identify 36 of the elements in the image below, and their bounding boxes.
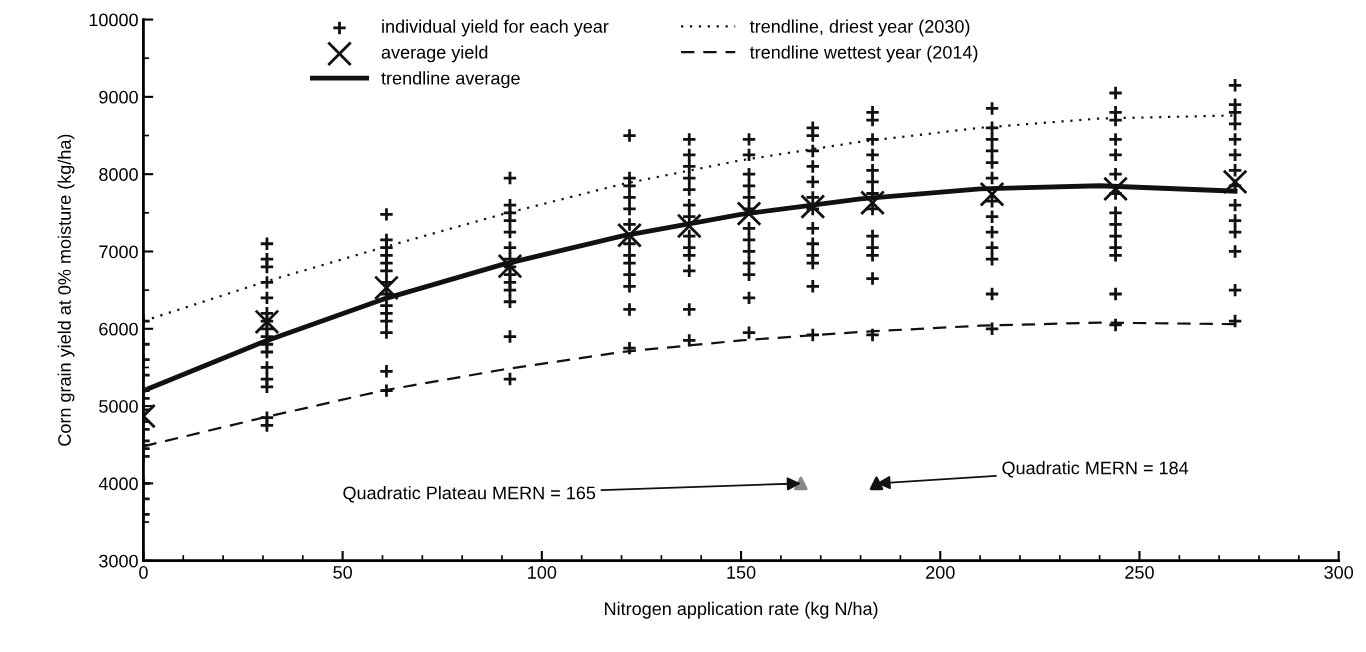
annotation: Quadratic MERN = 184 <box>1002 461 1189 478</box>
y-tick-label: 9000 <box>99 90 138 104</box>
y-tick-label: 3000 <box>99 554 138 568</box>
y-tick-label: 7000 <box>99 245 138 259</box>
legend-label: trendline wettest year (2014) <box>749 45 978 63</box>
y-tick-label: 4000 <box>98 477 138 491</box>
point <box>800 194 826 220</box>
legend-label: trendline, driest year (2030) <box>749 19 970 37</box>
x-axis-title: Nitrogen application rate (kg N/ha) <box>605 601 878 619</box>
x-tick-label: 50 <box>333 566 352 579</box>
point <box>616 222 643 248</box>
y-axis-title: Corn grain yield at 0% moisture (kg/ha) <box>57 134 75 446</box>
y-tick-label: 10000 <box>89 13 138 27</box>
point <box>859 190 886 216</box>
legend-label: average yield <box>381 45 488 63</box>
legend-label: individual yield for each year <box>382 19 609 37</box>
point <box>794 476 808 491</box>
point <box>497 253 523 279</box>
point <box>676 213 702 239</box>
point <box>736 201 762 227</box>
x-tick-label: 0 <box>139 566 148 579</box>
y-tick-label: 8000 <box>99 168 138 181</box>
y-tick-label: 6000 <box>99 322 138 336</box>
y-tick-label: 5000 <box>99 400 138 413</box>
x-tick-label: 300 <box>1324 566 1354 579</box>
point <box>254 309 280 335</box>
x-tick-label: 200 <box>926 566 955 579</box>
x-tick-label: 150 <box>727 566 756 579</box>
legend-label: trendline average <box>381 71 520 89</box>
point <box>373 275 400 301</box>
annotation: Quadratic Plateau MERN = 165 <box>343 486 596 503</box>
point <box>1102 176 1129 202</box>
x-tick-label: 100 <box>528 566 557 579</box>
x-tick-label: 250 <box>1125 566 1154 579</box>
point <box>979 181 1005 207</box>
point <box>1222 169 1248 195</box>
